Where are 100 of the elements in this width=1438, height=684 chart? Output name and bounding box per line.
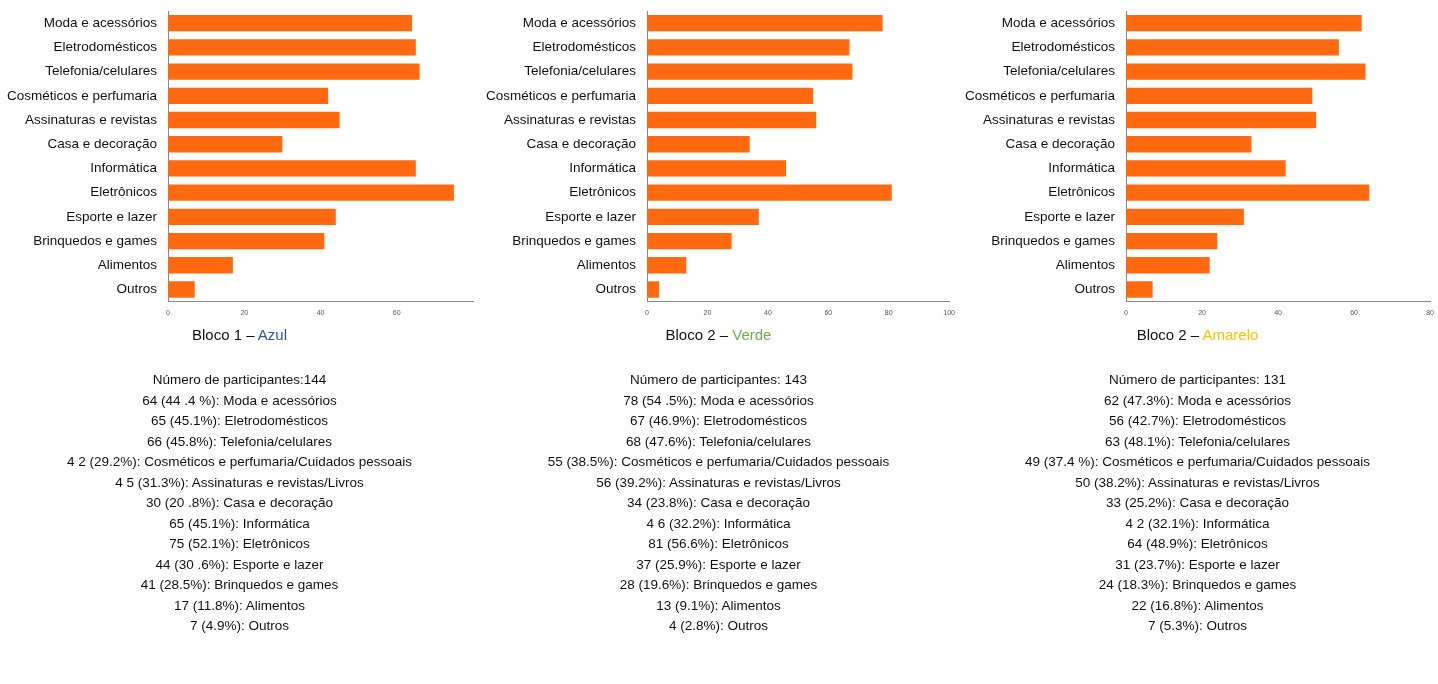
y-tick-label: Telefonia/celulares xyxy=(1003,63,1116,79)
bar xyxy=(1126,87,1313,104)
text: 65 (45.1%): Eletrodomésticos xyxy=(149,412,330,430)
y-tick-label: Assinaturas e revistas xyxy=(24,111,158,127)
bar xyxy=(647,232,732,250)
bar xyxy=(647,257,687,274)
text: 56 (42.7%): Eletrodomésticos xyxy=(1107,412,1288,430)
y-tick-label: Casa e decoração xyxy=(47,135,158,151)
bar xyxy=(1126,136,1252,153)
bar xyxy=(168,184,454,201)
text: 34 (23.8%): Casa e decoração xyxy=(625,494,812,512)
text: Número de participantes: 143 xyxy=(628,371,809,389)
text: 13 (9.1%): Alimentos xyxy=(655,596,782,615)
bar xyxy=(647,63,853,80)
y-tick-label: Eletrônicos xyxy=(90,184,158,200)
y-tick-label: Assinaturas e revistas xyxy=(503,111,637,127)
text: 30 (20 .8%): Casa e decoração xyxy=(145,494,334,512)
bar xyxy=(1126,160,1286,177)
bar xyxy=(168,63,420,80)
text: 7 (5.3%): Outros xyxy=(1146,617,1248,635)
y-tick-label: Esporte e lazer xyxy=(545,208,637,224)
text: 37 (25.9%): Esporte e lazer xyxy=(635,555,802,574)
y-tick-label: Eletrodomésticos xyxy=(532,39,637,55)
y-tick-label: Alimentos xyxy=(97,257,158,273)
text: 65 (45.1%): Informática xyxy=(168,514,311,533)
y-tick-label: Cosméticos e perfumaria xyxy=(485,87,637,103)
y-tick-label: Cosméticos e perfumaria xyxy=(964,87,1116,103)
y-tick-label: Eletrônicos xyxy=(569,184,637,200)
y-tick-label: Eletrodomésticos xyxy=(1011,39,1116,55)
y-tick-label: Alimentos xyxy=(1055,257,1116,273)
text: 56 (39.2%): Assinaturas e revistas/Livros xyxy=(595,473,842,492)
y-tick-label: Outros xyxy=(595,281,637,297)
text: 62 (47.3%): Moda e acessórios xyxy=(1103,391,1292,410)
bar xyxy=(647,39,850,56)
text: 66 (45.8%): Telefonia/celulares xyxy=(145,432,334,451)
text: 28 (19.6%): Brinquedos e games xyxy=(618,576,819,594)
bar xyxy=(647,87,814,104)
text: Bloco 1 – Azul xyxy=(191,326,288,343)
text: 63 (48.1%): Telefonia/celulares xyxy=(1103,432,1292,451)
bar xyxy=(1126,184,1370,201)
text: 49 (37.4 %): Cosméticos e perfumaria/Cuidados pessoais xyxy=(1024,453,1371,471)
y-tick-label: Informática xyxy=(1048,160,1116,176)
y-tick-label: Informática xyxy=(569,160,637,176)
text: Número de participantes:144 xyxy=(151,371,328,389)
bar xyxy=(168,281,195,298)
text: 78 (54 .5%): Moda e acessórios xyxy=(622,391,815,410)
text: 64 (44 .4 %): Moda e acessórios xyxy=(141,391,338,410)
y-tick-label: Casa e decoração xyxy=(526,135,637,151)
y-tick-label: Esporte e lazer xyxy=(1024,208,1116,224)
bar xyxy=(1126,63,1366,80)
y-tick-label: Assinaturas e revistas xyxy=(982,111,1116,127)
bar xyxy=(1126,39,1339,56)
text: 81 (56.6%): Eletrônicos xyxy=(647,535,790,553)
y-tick-label: Moda e acessórios xyxy=(43,14,158,30)
text: 22 (16.8%): Alimentos xyxy=(1130,596,1265,615)
y-tick-label: Brinquedos e games xyxy=(33,232,158,248)
text: 64 (48.9%): Eletrônicos xyxy=(1126,535,1269,553)
text: 4 (2.8%): Outros xyxy=(667,617,769,635)
text: 24 (18.3%): Brinquedos e games xyxy=(1097,576,1298,594)
bar xyxy=(168,15,413,32)
bar xyxy=(647,281,660,298)
text: 67 (46.9%): Eletrodomésticos xyxy=(628,412,809,430)
text: Bloco 2 – Verde xyxy=(665,326,772,343)
y-tick-label: Alimentos xyxy=(576,257,637,273)
text: 68 (47.6%): Telefonia/celulares xyxy=(624,432,813,451)
text: 31 (23.7%): Esporte e lazer xyxy=(1114,555,1281,574)
bar xyxy=(647,208,759,226)
bar xyxy=(1126,111,1317,129)
text: 33 (25.2%): Casa e decoração xyxy=(1104,494,1291,512)
y-tick-label: Outros xyxy=(116,281,158,297)
bar xyxy=(1126,257,1210,274)
bar xyxy=(168,39,416,56)
bar xyxy=(1126,232,1218,250)
y-tick-label: Moda e acessórios xyxy=(1001,14,1116,30)
text: 4 2 (32.1%): Informática xyxy=(1124,514,1271,533)
text: 17 (11.8%): Alimentos xyxy=(172,596,307,615)
text: Bloco 2 – Amarelo xyxy=(1136,326,1259,343)
text: 55 (38.5%): Cosméticos e perfumaria/Cuidados pessoais xyxy=(547,453,890,471)
bar xyxy=(168,232,325,250)
bar xyxy=(647,136,750,153)
bar xyxy=(1126,281,1153,298)
y-tick-label: Esporte e lazer xyxy=(66,208,158,224)
y-tick-label: Telefonia/celulares xyxy=(45,63,158,79)
text: 50 (38.2%): Assinaturas e revistas/Livros xyxy=(1074,473,1321,492)
text: Número de participantes: 131 xyxy=(1107,371,1288,389)
y-tick-label: Brinquedos e games xyxy=(512,232,637,248)
bar xyxy=(168,87,329,104)
text: 7 (4.9%): Outros xyxy=(188,617,290,635)
text: 4 6 (32.2%): Informática xyxy=(645,514,792,533)
y-tick-label: Eletrodomésticos xyxy=(53,39,158,55)
y-tick-label: Cosméticos e perfumaria xyxy=(6,87,158,103)
bar xyxy=(168,136,283,153)
bar xyxy=(1126,15,1362,32)
text: 41 (28.5%): Brinquedos e games xyxy=(139,576,340,594)
text: 75 (52.1%): Eletrônicos xyxy=(168,535,311,553)
y-tick-label: Brinquedos e games xyxy=(991,232,1116,248)
bar xyxy=(168,208,336,226)
bar xyxy=(1126,208,1244,226)
bar xyxy=(168,257,233,274)
bar xyxy=(168,160,416,177)
